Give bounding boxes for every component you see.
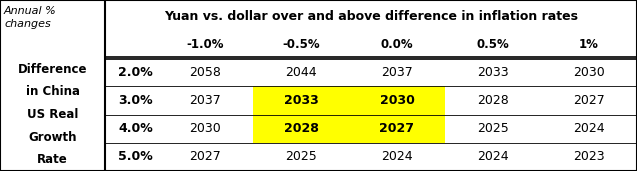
Text: 2033: 2033	[477, 66, 509, 79]
Text: 3.0%: 3.0%	[118, 94, 153, 107]
Text: -1.0%: -1.0%	[186, 38, 224, 51]
Text: 2027: 2027	[573, 94, 605, 107]
Text: Growth: Growth	[28, 131, 76, 144]
Text: Difference: Difference	[18, 63, 87, 76]
Text: 4.0%: 4.0%	[118, 122, 153, 135]
Text: 2028: 2028	[283, 122, 318, 135]
Text: changes: changes	[4, 19, 51, 29]
Text: 0.0%: 0.0%	[381, 38, 413, 51]
Text: 2030: 2030	[573, 66, 605, 79]
Text: 2025: 2025	[285, 150, 317, 163]
Text: 1%: 1%	[579, 38, 599, 51]
Text: 2027: 2027	[380, 122, 415, 135]
Text: 2024: 2024	[573, 122, 605, 135]
Text: 2058: 2058	[189, 66, 221, 79]
Text: 2023: 2023	[573, 150, 605, 163]
Bar	[253, 86, 349, 115]
Text: Annual %: Annual %	[4, 6, 57, 16]
Text: 2037: 2037	[381, 66, 413, 79]
Text: 2030: 2030	[380, 94, 415, 107]
Text: 2037: 2037	[189, 94, 221, 107]
Bar	[253, 115, 349, 143]
Text: in China: in China	[25, 85, 80, 98]
Text: 2027: 2027	[189, 150, 221, 163]
Text: -0.5%: -0.5%	[282, 38, 320, 51]
Text: 2033: 2033	[283, 94, 318, 107]
Text: 2024: 2024	[381, 150, 413, 163]
Bar	[349, 86, 445, 115]
Text: 2044: 2044	[285, 66, 317, 79]
Text: 2024: 2024	[477, 150, 509, 163]
Text: 2028: 2028	[477, 94, 509, 107]
Text: Rate: Rate	[37, 153, 68, 166]
Text: 5.0%: 5.0%	[118, 150, 153, 163]
Text: Yuan vs. dollar over and above difference in inflation rates: Yuan vs. dollar over and above differenc…	[164, 10, 578, 23]
Text: 2025: 2025	[477, 122, 509, 135]
Text: 0.5%: 0.5%	[476, 38, 510, 51]
Text: 2030: 2030	[189, 122, 221, 135]
Text: US Real: US Real	[27, 108, 78, 121]
Text: 2.0%: 2.0%	[118, 66, 153, 79]
Bar	[349, 115, 445, 143]
